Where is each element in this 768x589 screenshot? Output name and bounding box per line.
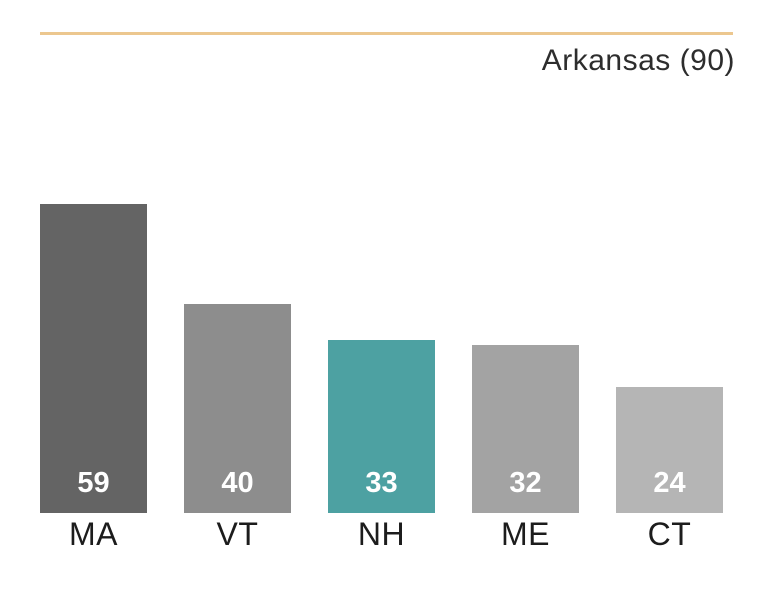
bar-value-label: 24 bbox=[653, 467, 686, 499]
header-divider bbox=[40, 32, 733, 35]
bar-group: 59 MA bbox=[40, 204, 147, 555]
bar-group: 32 ME bbox=[472, 345, 579, 555]
bar-group: 33 NH bbox=[328, 340, 435, 555]
bar: 40 bbox=[184, 304, 291, 513]
bar-value-label: 40 bbox=[221, 467, 254, 499]
bar: 59 bbox=[40, 204, 147, 513]
bar-group: 40 VT bbox=[184, 304, 291, 555]
bar: 33 bbox=[328, 340, 435, 513]
bar-category-label: MA bbox=[69, 515, 118, 552]
bar-category-label: CT bbox=[647, 515, 692, 552]
bar-category-label: NH bbox=[357, 515, 406, 552]
chart-title: Arkansas (90) bbox=[541, 44, 735, 77]
bar: 32 bbox=[472, 345, 579, 513]
bar-value-label: 33 bbox=[365, 467, 398, 499]
bar: 24 bbox=[616, 387, 723, 513]
bar-chart: 59 MA 40 VT 33 NH 32 ME 24 CT bbox=[40, 204, 723, 555]
bar-category-label: VT bbox=[216, 515, 259, 552]
bar-category-label: ME bbox=[501, 515, 550, 552]
bar-value-label: 59 bbox=[77, 467, 110, 499]
bar-value-label: 32 bbox=[509, 467, 542, 499]
bar-group: 24 CT bbox=[616, 387, 723, 555]
